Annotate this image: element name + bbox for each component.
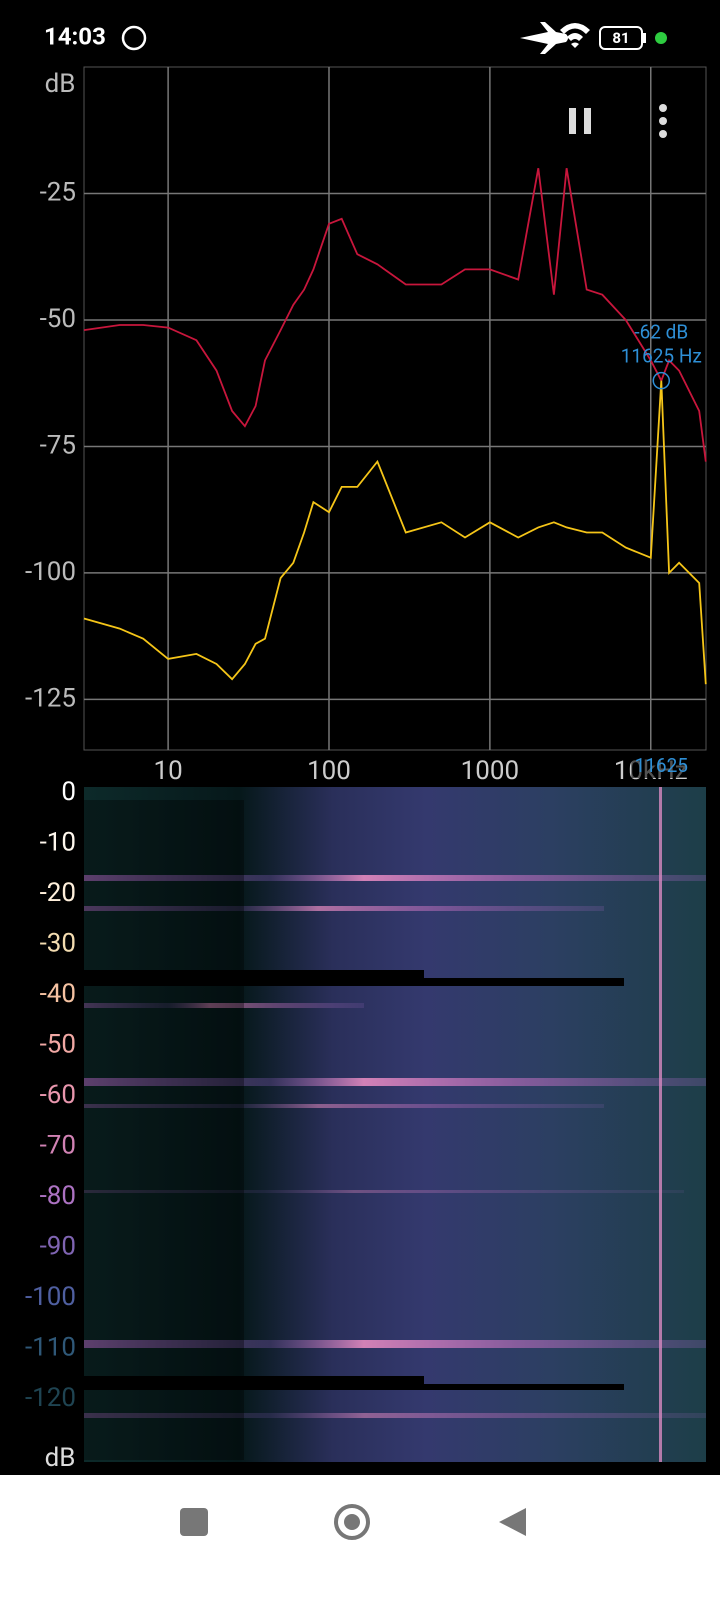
scale-tick-label: -40 [40, 979, 76, 1009]
y-tick-label: -100 [25, 557, 76, 587]
scale-tick-label: 0 [61, 777, 76, 807]
scale-tick-label: -70 [40, 1130, 76, 1160]
y-tick-label: -50 [40, 304, 76, 334]
recents-button[interactable] [180, 1508, 208, 1536]
home-button[interactable] [334, 1504, 370, 1540]
battery-icon [599, 26, 643, 50]
scale-tick-label: -60 [40, 1080, 76, 1110]
scale-tick-label: -110 [25, 1332, 76, 1362]
scale-tick-label: -120 [25, 1383, 76, 1413]
x-tick-label: 100 [307, 756, 351, 786]
series-line [83, 380, 707, 685]
status-time: 14:03 [44, 22, 106, 50]
y-tick-label: -25 [40, 177, 76, 207]
series-line [83, 168, 707, 462]
pause-button[interactable] [569, 108, 576, 134]
y-axis-label: dB [45, 69, 76, 99]
privacy-dot [655, 32, 667, 44]
scale-tick-label: -90 [40, 1231, 76, 1261]
scale-tick-label: -20 [40, 878, 76, 908]
battery-level: 81 [612, 29, 629, 47]
battery-tip [643, 33, 646, 43]
cursor-db-label: -62 dB [634, 321, 688, 344]
cursor-marker [652, 371, 671, 390]
x-tick-label: 10 [154, 756, 183, 786]
scale-tick-label: -50 [40, 1029, 76, 1059]
pause-button-bar [584, 108, 591, 134]
back-button[interactable] [499, 1508, 526, 1536]
grid [84, 67, 706, 750]
wifi-icon [560, 23, 590, 48]
menu-button[interactable] [659, 104, 667, 138]
cursor-hz-label: 11625 Hz [621, 345, 702, 368]
cursor-axis-bg [631, 756, 692, 778]
scale-tick-label: -80 [40, 1181, 76, 1211]
scale-tick-label: -30 [40, 928, 76, 958]
y-tick-label: -75 [40, 430, 76, 460]
x-tick-label: 1000 [461, 756, 519, 786]
scale-tick-label: -10 [40, 827, 76, 857]
whatsapp-icon [121, 25, 147, 51]
home-button-dot [344, 1514, 360, 1530]
spectrogram [84, 787, 706, 1462]
plot-area [83, 66, 707, 751]
airplane-icon [520, 22, 568, 54]
cursor-axis-label: 11625 [635, 754, 688, 777]
y-tick-label: -125 [25, 683, 76, 713]
spectrogram-scale: 0 -10 -20 -30 -40 -50 -60 -70 -80 -90 -100 -110 -120 [25, 777, 76, 1413]
series [83, 168, 707, 685]
scale-tick-label: -100 [25, 1282, 76, 1312]
spectrogram-bands [84, 787, 706, 1462]
spectrogram-unit: dB [45, 1443, 76, 1473]
